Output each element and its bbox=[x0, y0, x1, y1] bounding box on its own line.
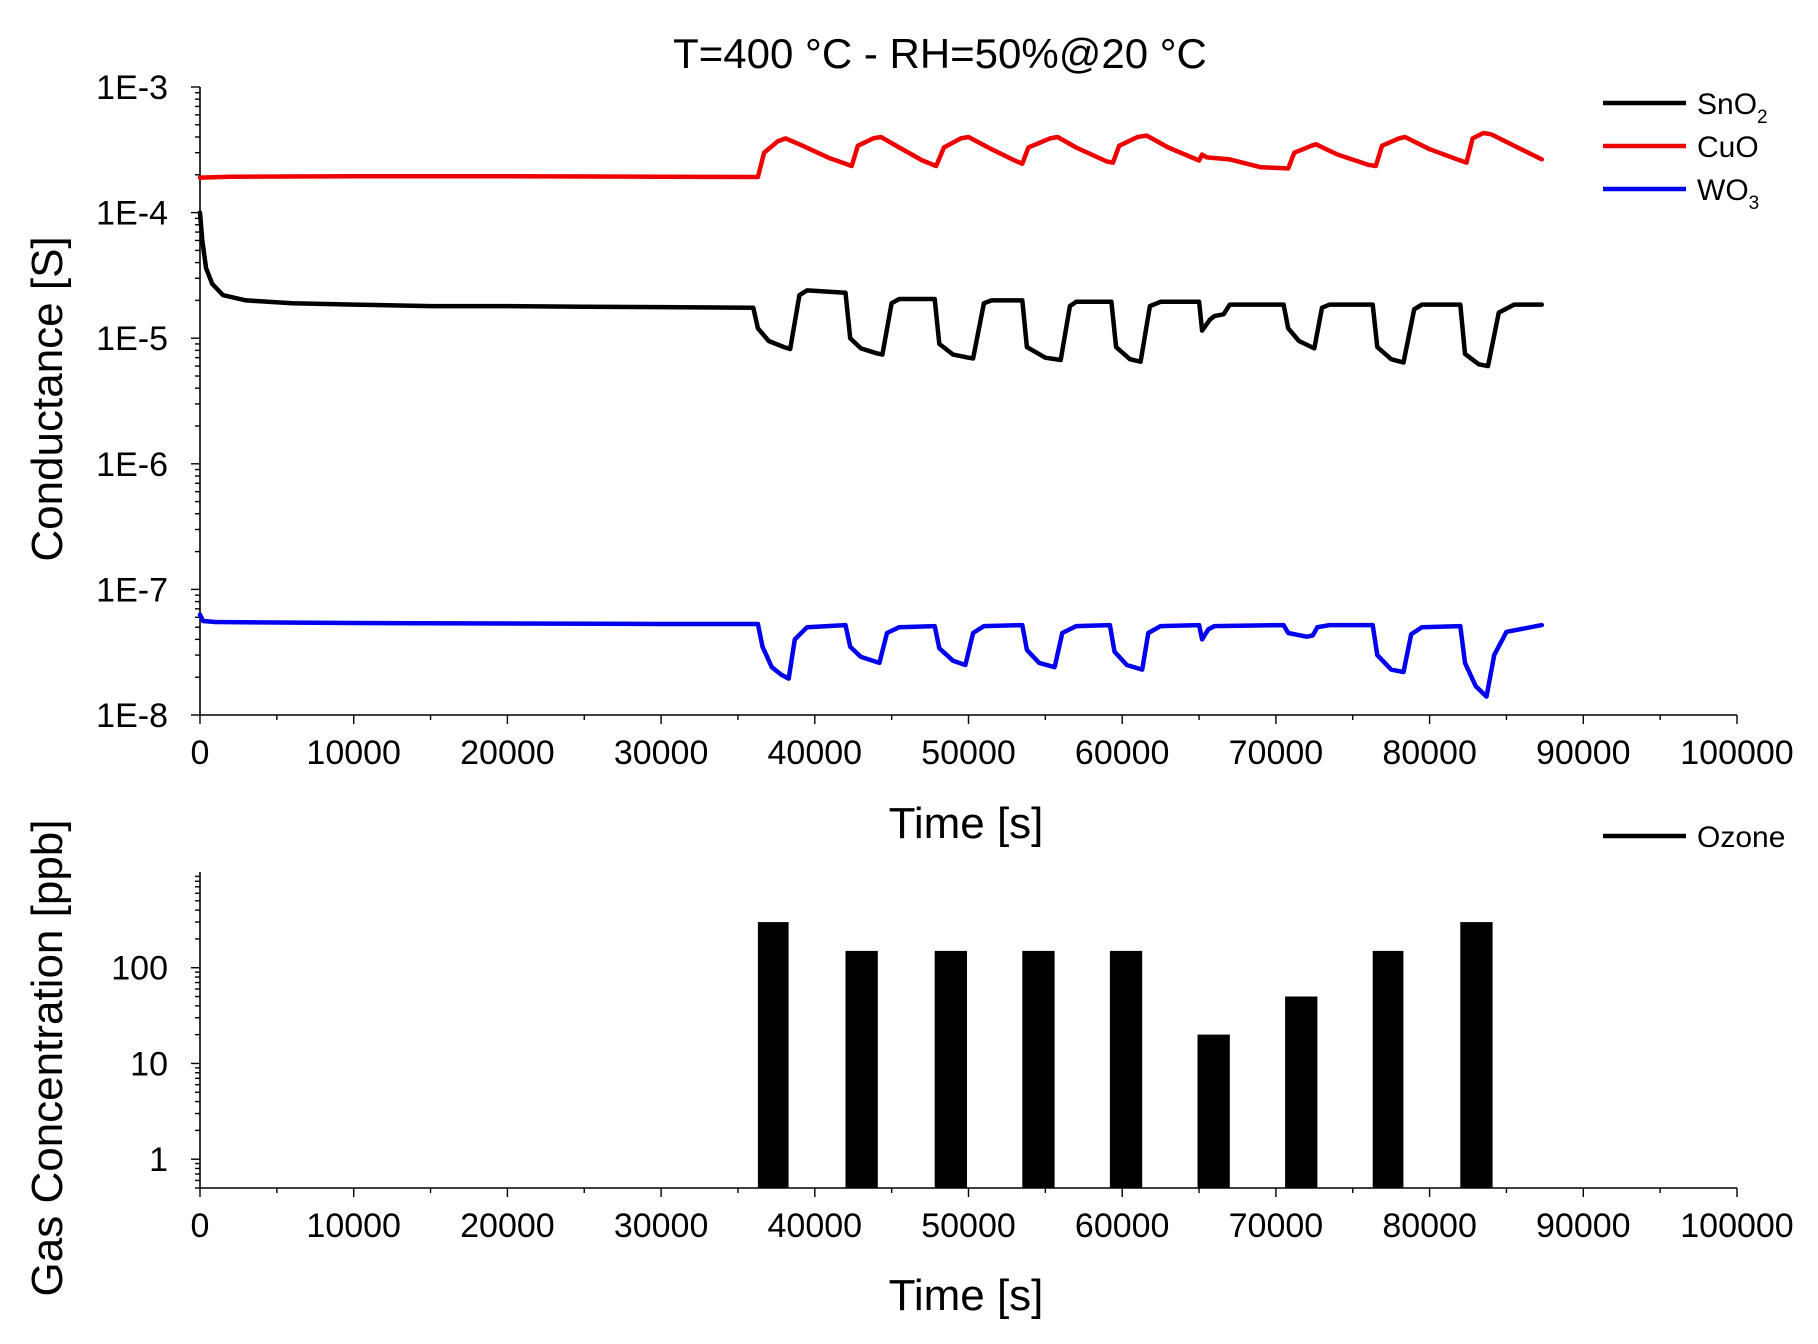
ozone-bar bbox=[1372, 950, 1404, 1188]
x-tick-label: 50000 bbox=[921, 1207, 1016, 1245]
series-line-wo3 bbox=[197, 612, 1545, 699]
x-tick-label: 30000 bbox=[614, 734, 709, 772]
legend-label-sno2: SnO2 bbox=[1697, 88, 1768, 128]
conductance-panel: T=400 °C - RH=50%@20 °C Conductance [S] … bbox=[23, 30, 1794, 848]
x-tick-label: 80000 bbox=[1382, 734, 1477, 772]
x-tick-label: 70000 bbox=[1229, 734, 1324, 772]
ozone-bar bbox=[757, 922, 789, 1188]
legend-label-base: CuO bbox=[1697, 131, 1759, 164]
gas-y-axis-title: Gas Concentration [ppb] bbox=[23, 820, 72, 1297]
y-tick-label: 1E-8 bbox=[96, 697, 168, 735]
conductance-x-axis-title: Time [s] bbox=[889, 799, 1044, 848]
series-line-cuo bbox=[197, 130, 1545, 180]
x-tick-label: 40000 bbox=[768, 1207, 863, 1245]
legend-label-subscript: 3 bbox=[1749, 193, 1760, 214]
ozone-bar bbox=[1197, 1034, 1230, 1188]
series-line-sno2 bbox=[197, 210, 1545, 369]
y-tick-label: 1E-7 bbox=[96, 571, 168, 609]
x-tick-label: 60000 bbox=[1075, 1207, 1170, 1245]
x-tick-label: 40000 bbox=[768, 734, 863, 772]
x-tick-label: 90000 bbox=[1536, 1207, 1631, 1245]
x-tick-label: 50000 bbox=[921, 734, 1016, 772]
ozone-bar bbox=[1022, 950, 1055, 1188]
x-tick-label: 100000 bbox=[1680, 734, 1793, 772]
y-tick-label: 1E-5 bbox=[96, 320, 168, 358]
gas-legend: Ozone bbox=[1603, 821, 1785, 854]
legend-label-ozone: Ozone bbox=[1697, 821, 1785, 854]
chart-title: T=400 °C - RH=50%@20 °C bbox=[673, 30, 1207, 77]
gas-concentration-panel: Gas Concentration [ppb] Time [s] 0 10000 2… bbox=[23, 820, 1794, 1320]
y-tick-label: 1E-6 bbox=[96, 446, 168, 484]
ozone-bar bbox=[1285, 996, 1318, 1188]
x-tick-label: 10000 bbox=[306, 734, 401, 772]
legend-label-wo3: WO3 bbox=[1697, 174, 1759, 214]
legend-label-cuo: CuO bbox=[1697, 131, 1759, 164]
gas-x-axis-title: Time [s] bbox=[889, 1271, 1044, 1320]
y-tick-label: 100 bbox=[111, 950, 168, 988]
x-tick-label: 20000 bbox=[460, 1207, 555, 1245]
gas-ticks: 0 10000 20000 30000 40000 50000 60000 70000 8000… bbox=[111, 875, 1794, 1245]
x-tick-label: 70000 bbox=[1229, 1207, 1324, 1245]
conductance-y-axis-title: Conductance [S] bbox=[23, 236, 72, 561]
ozone-bar bbox=[1109, 950, 1143, 1188]
x-tick-label: 0 bbox=[191, 1207, 210, 1245]
ozone-bar bbox=[1460, 922, 1493, 1188]
x-tick-label: 0 bbox=[191, 734, 210, 772]
x-tick-label: 20000 bbox=[460, 734, 555, 772]
legend-label-subscript: 2 bbox=[1757, 107, 1768, 128]
ozone-bar bbox=[934, 950, 967, 1188]
conductance-ticks: 0 10000 20000 30000 40000 50000 60000 70000 8000… bbox=[96, 69, 1794, 772]
conductance-series bbox=[197, 130, 1545, 699]
x-tick-label: 60000 bbox=[1075, 734, 1170, 772]
y-tick-label: 1E-4 bbox=[96, 195, 168, 233]
x-tick-label: 80000 bbox=[1382, 1207, 1477, 1245]
ozone-bar bbox=[845, 950, 878, 1188]
x-tick-label: 100000 bbox=[1680, 1207, 1793, 1245]
y-tick-label: 1 bbox=[149, 1141, 168, 1179]
x-tick-label: 90000 bbox=[1536, 734, 1631, 772]
y-tick-label: 1E-3 bbox=[96, 69, 168, 107]
x-tick-label: 10000 bbox=[306, 1207, 401, 1245]
gas-bars bbox=[757, 922, 1493, 1188]
y-tick-label: 10 bbox=[130, 1045, 168, 1083]
legend-label-base: WO bbox=[1697, 174, 1749, 207]
x-tick-label: 30000 bbox=[614, 1207, 709, 1245]
legend-label-base: SnO bbox=[1697, 88, 1757, 121]
